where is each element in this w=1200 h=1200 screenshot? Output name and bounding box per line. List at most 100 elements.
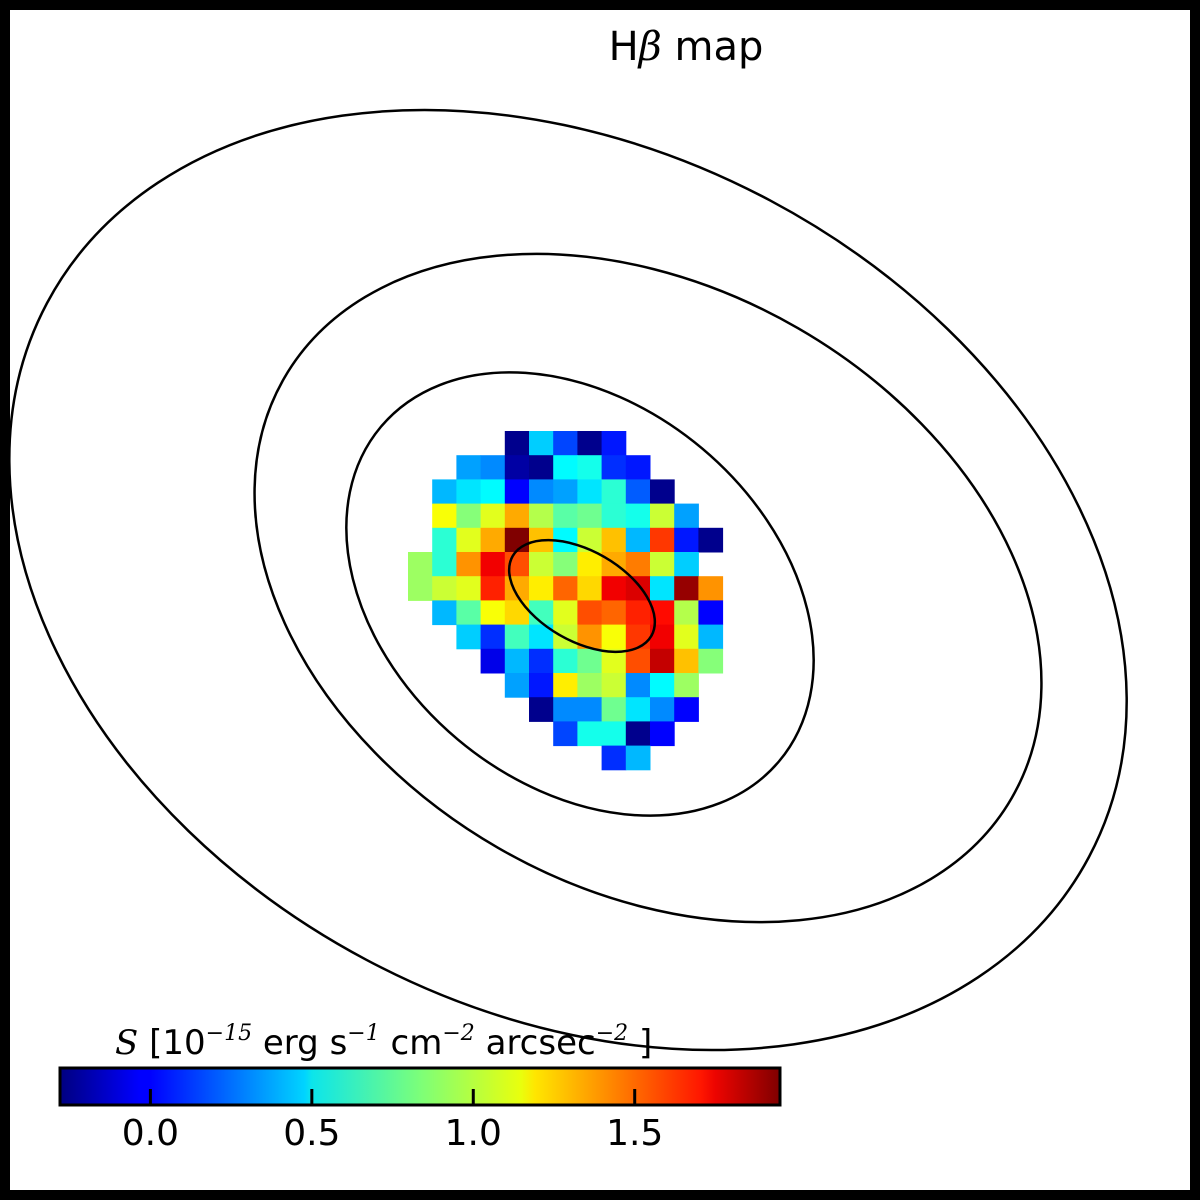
heatmap-cell [625, 600, 651, 626]
heatmap-cell [650, 527, 675, 553]
heatmap-cell [553, 600, 578, 626]
heatmap-cell [698, 600, 724, 626]
heatmap-cell [553, 552, 578, 577]
heatmap-cell [432, 600, 457, 626]
heatmap-cell [553, 697, 578, 722]
colorbar-ticks: 0.0 0.5 1.0 1.5 [122, 1089, 663, 1154]
heatmap-cell [456, 552, 482, 577]
heatmap-cell [529, 479, 554, 505]
heatmap-cell [698, 527, 724, 553]
heatmap-cell [456, 479, 482, 505]
heatmap-cell [504, 648, 530, 674]
heatmap-cell [408, 576, 433, 601]
heatmap-cell [480, 576, 506, 601]
heatmap-cell [529, 503, 554, 529]
heatmap-cell [529, 552, 554, 577]
heatmap-cell [456, 455, 482, 480]
heatmap-cell [601, 697, 627, 722]
heatmap-cell [650, 697, 675, 722]
heatmap-cell [553, 431, 578, 456]
contour-line [507, 538, 657, 654]
heatmap-cell [553, 721, 578, 747]
heatmap-cell [650, 576, 675, 601]
heatmap-cell [650, 648, 675, 674]
heatmap-cell [504, 624, 530, 650]
heatmap-cell [480, 455, 506, 480]
heatmap-cell [698, 648, 724, 674]
heatmap-cell [504, 431, 530, 456]
heatmap-cell [625, 552, 651, 577]
heatmap-cell [504, 673, 530, 698]
heatmap-cell [432, 479, 457, 505]
heatmap-cell [601, 455, 627, 480]
heatmap-cell [601, 527, 627, 553]
heatmap-cell [529, 648, 554, 674]
heatmap-cell [553, 576, 578, 601]
heatmap-cell [456, 600, 482, 626]
heatmap-cell [601, 431, 627, 456]
heatmap-cell [650, 479, 675, 505]
heatmap-cell [625, 479, 651, 505]
heatmap-cell [625, 527, 651, 553]
heatmap-cell [674, 576, 699, 601]
heatmap-cell [674, 697, 699, 722]
heatmap-cell [698, 576, 724, 601]
heatmap-cell [553, 503, 578, 529]
heatmap-cell [698, 624, 724, 650]
heatmap-cell [480, 624, 506, 650]
heatmap-cell [577, 503, 603, 529]
heatmap-cell [601, 624, 627, 650]
heatmap-cell [625, 648, 651, 674]
heatmap-cell [650, 721, 675, 747]
heatmap-cell [456, 527, 482, 553]
heatmap-cell [456, 624, 482, 650]
heatmap-cell [674, 527, 699, 553]
colorbar [58, 1066, 782, 1107]
heatmap-cell [625, 673, 651, 698]
heatmap-cell [480, 479, 506, 505]
heatmap-cell [529, 600, 554, 626]
heatmap-cell [456, 576, 482, 601]
heatmap-cell [601, 721, 627, 747]
contour-line [253, 252, 1043, 924]
heatmap-cell [674, 624, 699, 650]
heatmap-cell [432, 576, 457, 601]
heatmap-cell [650, 552, 675, 577]
heatmap-cell [601, 745, 627, 771]
heatmap-cell [504, 600, 530, 626]
heatmap-cell [625, 455, 651, 480]
heatmap-cell [577, 648, 603, 674]
heatmap-cell [625, 745, 651, 771]
heatmap-cell [577, 576, 603, 601]
heatmap-cell [577, 697, 603, 722]
chart-title: Hβ map [609, 24, 764, 70]
heatmap-cell [529, 673, 554, 698]
colorbar-tick-label: 1.0 [445, 1113, 502, 1154]
heatmap-cell [601, 600, 627, 626]
heatmap-cell [529, 431, 554, 456]
heatmap-cell [625, 503, 651, 529]
colorbar-label: S [10−15 erg s−1 cm−2 arcsec−2 ] [115, 1021, 652, 1063]
heatmap-cell [601, 576, 627, 601]
heatmap-cell [529, 576, 554, 601]
heatmap-cell [674, 600, 699, 626]
heatmap-cell [480, 527, 506, 553]
heatmap-cell [408, 552, 433, 577]
heatmap-cell [577, 431, 603, 456]
heatmap-cell [529, 455, 554, 480]
heatmap-cell [650, 673, 675, 698]
heatmap-cell [601, 503, 627, 529]
heatmap-cell [504, 479, 530, 505]
heatmap-cell [577, 455, 603, 480]
heatmap-cell [432, 503, 457, 529]
heatmap-cell [650, 503, 675, 529]
colorbar-tick-label: 1.5 [606, 1113, 663, 1154]
heatmap-cell [674, 552, 699, 577]
heatmap-cell [504, 503, 530, 529]
contour-line [345, 371, 815, 817]
heatmap-cell [456, 503, 482, 529]
